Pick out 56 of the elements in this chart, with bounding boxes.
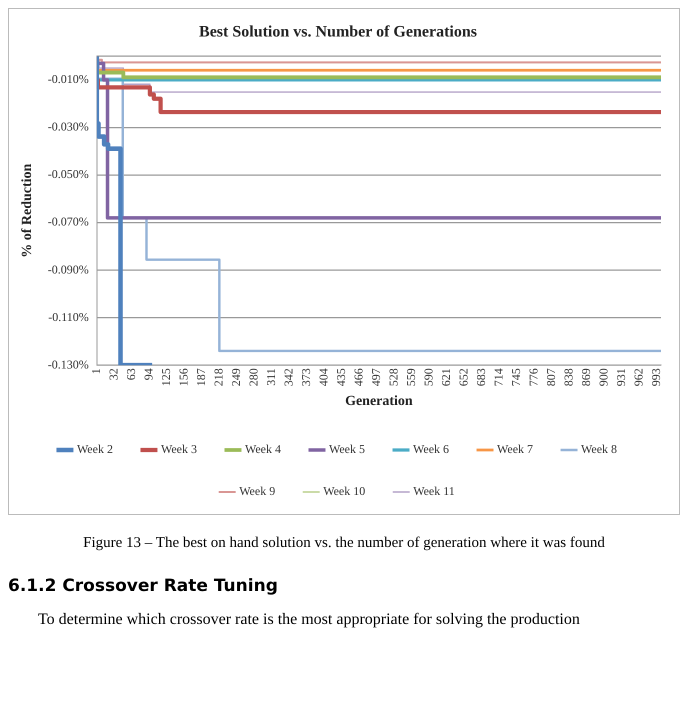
x-tick-label: 559 xyxy=(404,368,418,386)
chart-title: Best Solution vs. Number of Generations xyxy=(199,24,477,41)
x-tick-label: 63 xyxy=(124,368,138,380)
x-tick-label: 621 xyxy=(439,368,454,386)
x-tick-label: 404 xyxy=(316,368,331,386)
legend-label: Week 10 xyxy=(323,484,366,498)
x-tick-label: 497 xyxy=(369,368,384,386)
x-tick-label: 187 xyxy=(194,368,208,386)
x-tick-label: 993 xyxy=(649,368,664,386)
text: To determine which crossover rate is the most appropriate for solving the production xyxy=(37,610,581,630)
x-tick-label: 435 xyxy=(334,368,348,386)
legend-label: Week 11 xyxy=(413,484,455,498)
x-tick-label: 590 xyxy=(422,368,436,386)
legend-label: Week 6 xyxy=(413,442,450,456)
x-tick-label: 156 xyxy=(176,368,190,386)
x-tick-label: 373 xyxy=(299,368,314,386)
x-tick-label: 869 xyxy=(579,368,594,386)
y-tick-label: -0.010% xyxy=(48,72,89,86)
y-tick-label: -0.070% xyxy=(48,214,89,229)
text: 6.1.2 Crossover Rate Tuning xyxy=(8,576,279,596)
y-tick-label: -0.110% xyxy=(48,310,89,324)
legend-label: Week 9 xyxy=(239,484,276,498)
x-tick-label: 218 xyxy=(212,368,226,386)
x-tick-label: 714 xyxy=(492,368,506,386)
x-tick-label: 528 xyxy=(386,368,401,386)
x-tick-label: 94 xyxy=(141,368,156,380)
x-tick-label: 807 xyxy=(544,368,558,386)
x-tick-label: 342 xyxy=(282,368,296,386)
x-tick-label: 32 xyxy=(106,368,120,380)
x-tick-label: 311 xyxy=(264,368,278,386)
legend-label: Week 3 xyxy=(160,442,197,456)
x-tick-label: 280 xyxy=(246,368,261,386)
x-tick-label: 466 xyxy=(352,368,366,386)
legend-label: Week 7 xyxy=(497,442,534,456)
x-tick-label: 838 xyxy=(562,368,576,386)
x-tick-label: 900 xyxy=(596,368,611,386)
x-tick-label: 745 xyxy=(509,368,524,386)
legend-label: Week 8 xyxy=(581,442,618,456)
caption: Figure 13 – The best on hand solution vs. the number of generation where it was found xyxy=(82,535,606,552)
x-tick-label: 962 xyxy=(632,368,646,386)
x-tick-label: 683 xyxy=(474,368,488,386)
y-tick-label: -0.030% xyxy=(48,120,89,134)
x-tick-label: 249 xyxy=(229,368,244,386)
legend-label: Week 5 xyxy=(328,442,366,456)
y-tick-label: -0.050% xyxy=(48,167,89,182)
legend-label: Week 4 xyxy=(244,442,282,456)
x-tick-label: 931 xyxy=(614,368,628,386)
y-tick-label: -0.130% xyxy=(48,357,89,372)
y-tick-label: -0.090% xyxy=(48,262,89,276)
legend-label: Week 2 xyxy=(76,442,113,456)
y-axis-title: % of Reduction xyxy=(20,163,36,258)
x-tick-label: 1 xyxy=(88,368,103,374)
x-tick-label: 776 xyxy=(526,368,541,386)
x-axis-title: Generation xyxy=(345,394,413,410)
x-tick-label: 652 xyxy=(456,368,471,386)
x-tick-label: 125 xyxy=(158,368,173,386)
